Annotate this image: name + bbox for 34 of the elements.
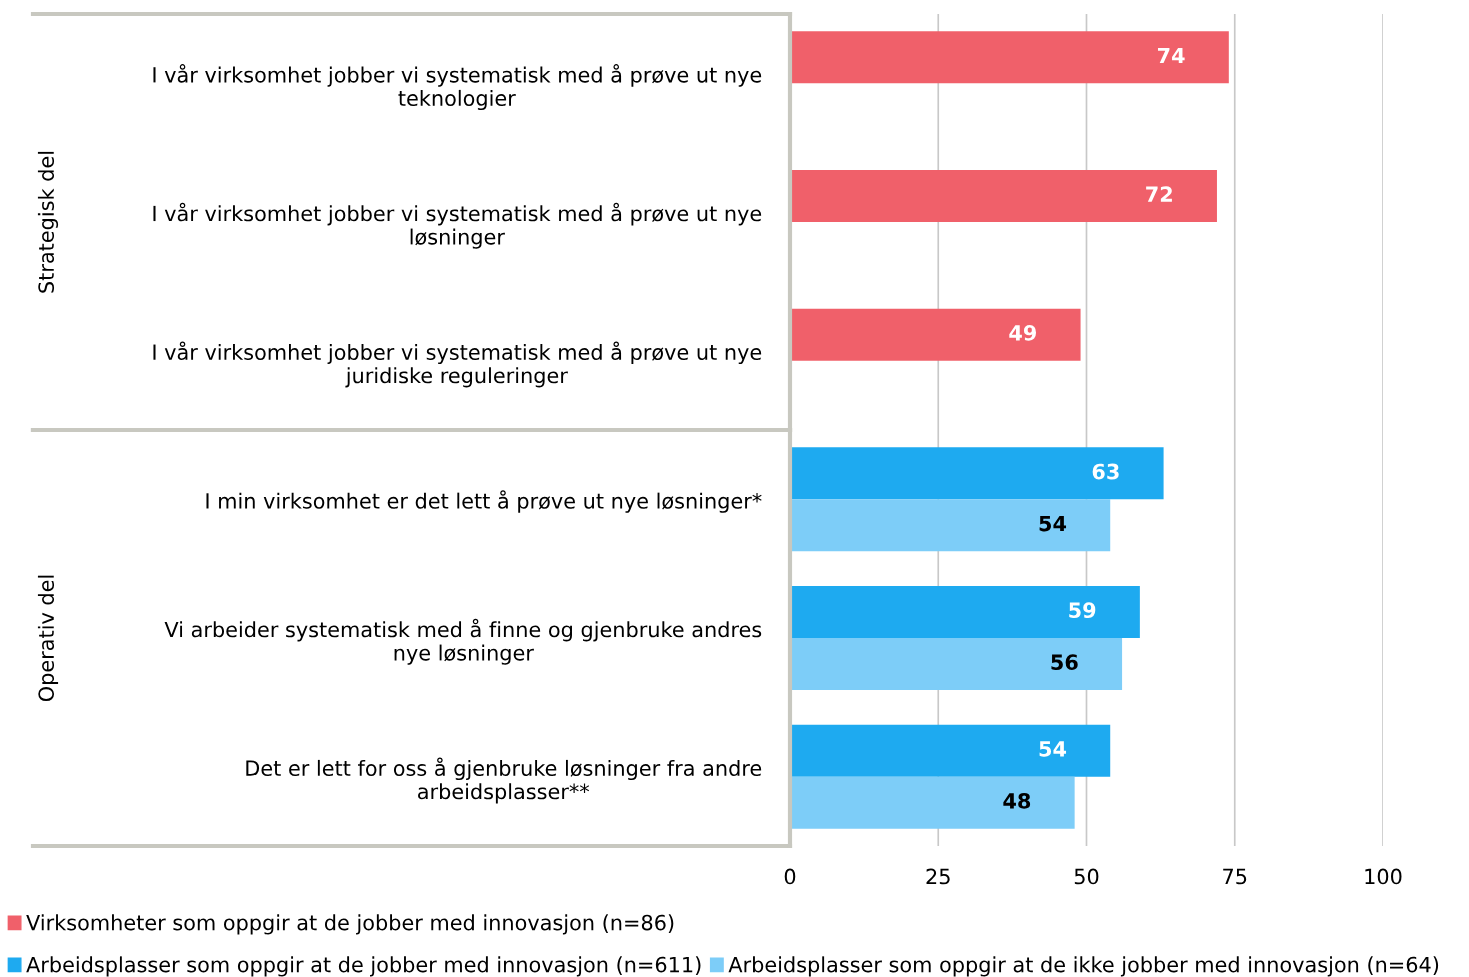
data-label: 48	[1003, 792, 1031, 809]
data-label: 56	[1051, 654, 1078, 671]
bar	[790, 499, 1111, 552]
data-label: 49	[1009, 324, 1037, 341]
data-label: 63	[1092, 463, 1119, 480]
bar	[790, 308, 1081, 361]
bar	[790, 31, 1229, 84]
bar	[790, 170, 1217, 222]
y-tick-label: I vår virksomhet jobber vi systematisk med å prøve ut nye teknologier	[153, 64, 762, 111]
y-tick-label: Vi arbeider systematisk med å finne og gjenbruke andres nye løsninger	[164, 618, 762, 665]
legend-label: Arbeidsplasser som oppgir at de jobber med innovasjon (n=611)	[26, 956, 701, 977]
x-tick-label: 100	[1365, 868, 1402, 885]
legend-label: Arbeidsplasser som oppgir at de ikke jobber med innovasjon (n=64)	[728, 956, 1439, 977]
y-tick-label: I min virksomhet er det lett å prøve ut nye løsninger*	[206, 490, 762, 513]
x-tick-label: 25	[926, 868, 950, 885]
data-label: 54	[1039, 515, 1067, 532]
legend-label: Virksomheter som oppgir at de jobber med innovasjon (n=86)	[26, 914, 674, 935]
bar	[790, 724, 1111, 777]
bar	[790, 447, 1164, 500]
x-tick-label: 50	[1074, 868, 1099, 885]
bar	[790, 776, 1075, 829]
bar	[790, 586, 1140, 638]
data-label: 72	[1146, 186, 1172, 202]
data-label: 54	[1039, 741, 1067, 757]
text: Operativ del	[37, 575, 59, 702]
text: Strategisk del	[37, 151, 59, 293]
bar	[790, 638, 1123, 690]
x-tick-label: 0	[784, 868, 796, 885]
y-tick-label: Det er lett for oss å gjenbruke løsninger fra andre arbeidsplasser**	[246, 757, 762, 804]
y-tick-label: I vår virksomhet jobber vi systematisk med å prøve ut nye juridiske reguleringer	[153, 341, 762, 388]
data-label: 74	[1157, 47, 1185, 64]
y-tick-label: I vår virksomhet jobber vi systematisk med å prøve ut nye løsninger	[153, 202, 762, 249]
x-tick-label: 75	[1223, 868, 1247, 885]
data-label: 59	[1069, 602, 1096, 619]
